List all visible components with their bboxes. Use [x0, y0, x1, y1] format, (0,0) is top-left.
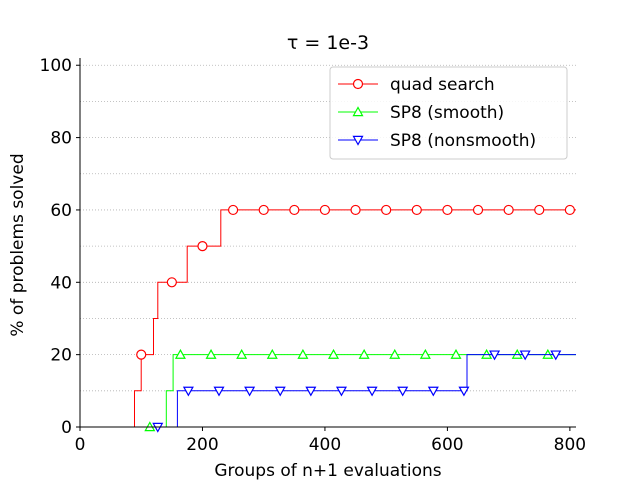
series-2: [80, 348, 576, 432]
data-point: [213, 386, 225, 397]
y-tick-label: 0: [61, 418, 72, 438]
y-tick-label: 60: [50, 201, 72, 221]
data-point: [489, 350, 501, 361]
y-tick-label: 80: [50, 129, 72, 149]
data-point: [174, 348, 186, 359]
series-line: [80, 354, 576, 428]
y-tick-label: 100: [40, 56, 72, 76]
data-point: [136, 349, 147, 360]
data-point: [389, 348, 401, 359]
data-point: [305, 386, 317, 397]
x-tick-label: 400: [309, 435, 341, 455]
legend-marker: [352, 135, 364, 146]
data-point: [335, 386, 347, 397]
data-point: [534, 204, 545, 216]
data-point: [550, 350, 562, 361]
data-point: [197, 241, 208, 252]
data-point: [381, 204, 392, 216]
series-layer: [80, 204, 576, 433]
legend-item: SP8 (smooth): [338, 103, 504, 123]
data-point: [266, 348, 278, 359]
data-point: [166, 277, 177, 288]
y-tick-label: 40: [50, 273, 72, 293]
data-point: [366, 386, 378, 397]
chart-title: τ = 1e-3: [287, 32, 369, 54]
x-tick-label: 800: [554, 435, 586, 455]
data-point: [182, 386, 194, 397]
data-point: [519, 350, 531, 361]
x-tick-label: 0: [75, 435, 86, 455]
axes: [79, 58, 576, 428]
data-point: [258, 204, 269, 216]
legend-label: quad search: [390, 75, 495, 95]
data-point: [327, 348, 340, 359]
ticks: 0 200 400 600 800 0 20 40 60 80 100: [40, 56, 587, 455]
legend-label: SP8 (nonsmooth): [390, 131, 536, 151]
legend-item: quad search: [338, 75, 495, 95]
data-point: [297, 348, 309, 359]
x-tick-label: 600: [431, 435, 463, 455]
data-point: [227, 204, 239, 216]
legend-box: [329, 66, 568, 160]
data-point: [274, 386, 286, 397]
data-point: [205, 348, 217, 359]
data-point: [350, 204, 361, 216]
data-point: [442, 204, 453, 216]
data-point: [319, 204, 331, 216]
data-point: [472, 204, 484, 216]
legend-marker: [352, 106, 364, 117]
legend-marker: [352, 78, 364, 90]
x-axis-label: Groups of n+1 evaluations: [214, 461, 441, 480]
data-point: [397, 386, 409, 397]
data-point: [411, 204, 422, 216]
data-point: [503, 204, 514, 216]
data-point: [450, 348, 462, 359]
data-point: [564, 204, 575, 216]
legend-item: SP8 (nonsmooth): [338, 131, 536, 151]
data-point: [458, 386, 470, 397]
series-1: [80, 204, 576, 428]
y-axis-label: % of problems solved: [8, 153, 28, 336]
data-point: [419, 348, 431, 359]
series-line: [80, 209, 576, 428]
series-3: [80, 350, 576, 433]
y-tick-label: 20: [50, 346, 72, 366]
data-point: [289, 204, 300, 216]
data-point: [358, 348, 370, 359]
data-point: [244, 386, 256, 397]
data-point: [236, 348, 248, 359]
legend-label: SP8 (smooth): [390, 103, 504, 123]
x-tick-label: 200: [186, 435, 218, 455]
data-point: [427, 386, 439, 397]
legend: quad search SP8 (smooth) SP8 (nonsmooth): [329, 66, 568, 160]
